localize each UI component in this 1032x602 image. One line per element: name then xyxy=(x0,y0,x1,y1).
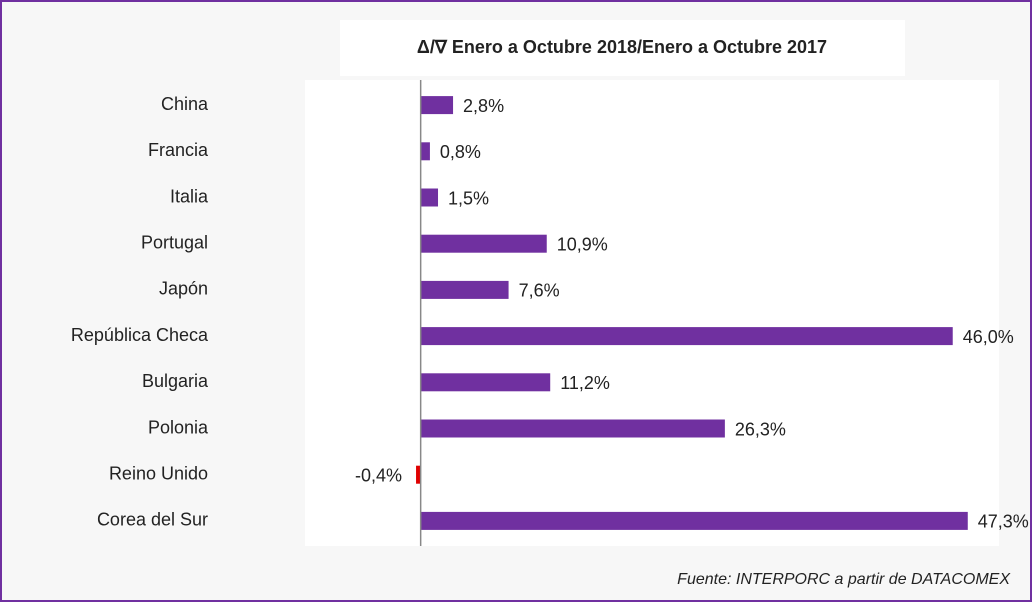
value-label: 46,0% xyxy=(963,327,1014,347)
category-label: Polonia xyxy=(148,417,209,437)
value-label: 2,8% xyxy=(463,96,504,116)
bar xyxy=(416,465,421,484)
bar xyxy=(420,142,430,161)
chart-title: Δ/∇ Enero a Octubre 2018/Enero a Octubre… xyxy=(417,37,827,57)
title-box xyxy=(340,20,905,76)
category-label: China xyxy=(161,94,209,114)
bar xyxy=(420,234,547,253)
bar xyxy=(420,280,509,299)
bar xyxy=(420,511,968,530)
value-label: 7,6% xyxy=(519,281,560,301)
category-label: República Checa xyxy=(71,325,209,345)
bar xyxy=(420,327,953,346)
bar xyxy=(420,188,439,207)
value-label: 26,3% xyxy=(735,419,786,439)
plot-area xyxy=(305,80,999,546)
category-label: Portugal xyxy=(141,232,208,252)
category-label: Italia xyxy=(170,186,209,206)
category-label: Francia xyxy=(148,140,209,160)
value-label: 1,5% xyxy=(448,188,489,208)
bar xyxy=(420,96,454,115)
value-label: 47,3% xyxy=(978,512,1029,532)
category-label: Corea del Sur xyxy=(97,510,208,530)
value-label: 10,9% xyxy=(557,234,608,254)
value-label: 11,2% xyxy=(560,373,610,393)
category-label: Japón xyxy=(159,279,208,299)
source-note: Fuente: INTERPORC a partir de DATACOMEX xyxy=(677,571,1011,588)
value-label: -0,4% xyxy=(355,465,402,485)
value-label: 0,8% xyxy=(440,142,481,162)
category-label: Bulgaria xyxy=(142,371,209,391)
bar xyxy=(420,373,551,392)
category-label: Reino Unido xyxy=(109,463,208,483)
bar xyxy=(420,419,725,438)
